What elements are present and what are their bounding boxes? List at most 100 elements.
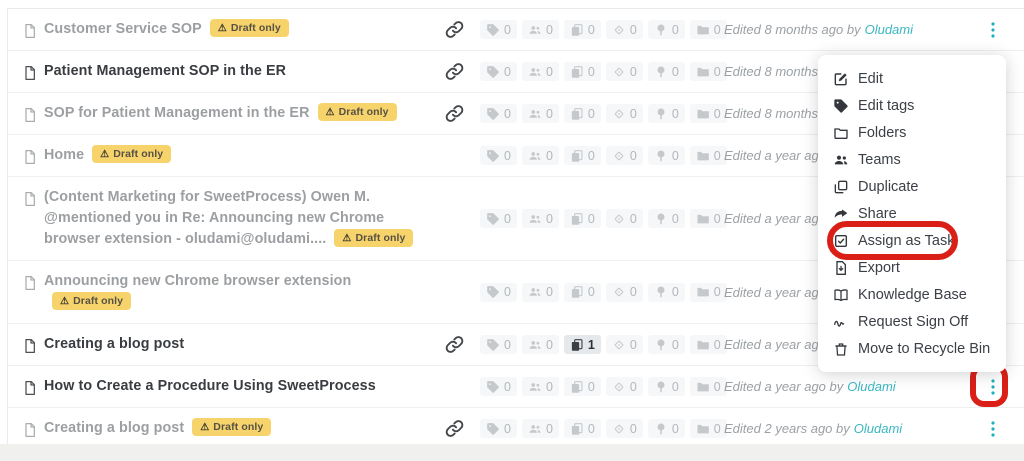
table-row: Creating a blog post ⚠ Draft only 0 0 0 0 … (8, 408, 1024, 444)
tree-count-badge: 0 (647, 146, 685, 165)
teams-icon (528, 65, 542, 79)
diamond-icon (612, 107, 626, 121)
tag-icon (486, 285, 500, 299)
tags-count-badge: 0 (480, 62, 517, 81)
document-icon (22, 337, 38, 355)
editor-name-link[interactable]: Oludami (847, 379, 896, 394)
menu-item-move-to-recycle-bin[interactable]: Move to Recycle Bin (818, 335, 1006, 362)
menu-item-request-sign-off[interactable]: Request Sign Off (818, 308, 1006, 335)
diamond-count-badge: 0 (605, 62, 643, 81)
document-title[interactable]: Creating a blog post (44, 336, 185, 352)
document-icon (22, 190, 38, 208)
diamond-icon (612, 23, 626, 37)
folder-icon (696, 65, 710, 79)
link-icon (445, 62, 464, 81)
menu-item-duplicate[interactable]: Duplicate (818, 173, 1006, 200)
menu-item-edit[interactable]: Edit (818, 65, 1006, 92)
warning-icon: ⚠ (325, 107, 335, 118)
warning-icon: ⚠ (200, 422, 210, 433)
tree-count-badge: 0 (647, 282, 685, 302)
row-actions-menu-button[interactable] (989, 21, 997, 39)
copies-count-badge: 1 (563, 335, 601, 354)
duplicate-icon (833, 179, 849, 195)
diamond-count-badge: 0 (605, 104, 643, 123)
folder-icon (696, 380, 710, 394)
teams-icon (528, 380, 542, 394)
tags-count-badge: 0 (480, 377, 517, 396)
copies-count-badge: 0 (563, 146, 601, 165)
page-bottom-background (0, 444, 1024, 461)
tree-icon (654, 285, 668, 299)
tree-count-badge: 0 (647, 335, 685, 354)
copies-icon (570, 149, 584, 163)
document-icon (22, 148, 38, 166)
document-icon (22, 379, 38, 397)
teams-icon (528, 285, 542, 299)
diamond-icon (612, 338, 626, 352)
folders-count-badge: 0 (689, 104, 727, 123)
folders-count-badge: 0 (689, 419, 727, 438)
copies-icon (570, 107, 584, 121)
copies-icon (570, 338, 584, 352)
link-icon (445, 419, 464, 438)
menu-item-teams[interactable]: Teams (818, 146, 1006, 173)
menu-item-assign-as-task[interactable]: Assign as Task (818, 227, 1006, 254)
table-row: (Content Marketing for SweetProcess) Owe… (8, 177, 1024, 261)
tag-icon (486, 107, 500, 121)
diamond-icon (612, 149, 626, 163)
copies-count-badge: 0 (563, 20, 601, 39)
tags-count-badge: 0 (480, 282, 517, 302)
document-title[interactable]: Home (44, 147, 85, 163)
documents-table: Customer Service SOP ⚠ Draft only 0 0 0 0 … (7, 8, 1024, 444)
copies-count-badge: 0 (563, 104, 601, 123)
folder-icon (696, 149, 710, 163)
tags-count-badge: 0 (480, 146, 517, 165)
document-title[interactable]: How to Create a Procedure Using SweetPro… (44, 378, 376, 394)
tags-count-badge: 0 (480, 209, 517, 228)
row-actions-menu-button[interactable] (989, 420, 997, 438)
edited-timestamp: Edited a year ago (724, 148, 826, 163)
teams-icon (528, 212, 542, 226)
document-title[interactable]: Creating a blog post (44, 420, 185, 436)
folder-icon (833, 125, 849, 141)
edited-timestamp: Edited 8 months ago by Oludami (724, 22, 914, 37)
teams-count-badge: 0 (521, 282, 559, 302)
tag-icon (486, 212, 500, 226)
menu-item-share[interactable]: Share (818, 200, 1006, 227)
share-icon (833, 206, 849, 222)
tag-icon (486, 422, 500, 436)
row-actions-menu-button[interactable] (989, 378, 997, 396)
document-icon (22, 421, 38, 439)
diamond-icon (612, 380, 626, 394)
editor-name-link[interactable]: Oludami (864, 22, 914, 37)
table-row: SOP for Patient Management in the ER ⚠ Dra… (8, 93, 1024, 135)
menu-item-folders[interactable]: Folders (818, 119, 1006, 146)
edited-timestamp: Edited 2 years ago by Oludami (724, 421, 903, 436)
document-title[interactable]: SOP for Patient Management in the ER (44, 105, 310, 121)
diamond-count-badge: 0 (605, 419, 643, 438)
document-title[interactable]: Announcing new Chrome browser extension (44, 273, 352, 289)
menu-item-export[interactable]: Export (818, 254, 1006, 281)
editor-name-link[interactable]: Oludami (853, 421, 903, 436)
tree-count-badge: 0 (647, 377, 685, 396)
document-icon (22, 22, 38, 40)
signature-icon (833, 314, 849, 330)
tree-count-badge: 0 (647, 104, 685, 123)
document-title[interactable]: (Content Marketing for SweetProcess) Owe… (44, 189, 385, 247)
document-title[interactable]: Patient Management SOP in the ER (44, 63, 287, 79)
document-title[interactable]: Customer Service SOP (44, 21, 202, 37)
tree-count-badge: 0 (647, 20, 685, 39)
tag-icon (486, 65, 500, 79)
draft-only-badge: ⚠ Draft only (317, 103, 397, 121)
folders-count-badge: 0 (689, 209, 727, 228)
tree-icon (654, 212, 668, 226)
copies-icon (570, 380, 584, 394)
menu-item-edit-tags[interactable]: Edit tags (818, 92, 1006, 119)
diamond-count-badge: 0 (605, 146, 643, 165)
copies-icon (570, 285, 584, 299)
diamond-icon (612, 65, 626, 79)
teams-icon (528, 23, 542, 37)
teams-count-badge: 0 (521, 377, 559, 396)
table-row: Announcing new Chrome browser extension ⚠… (8, 261, 1024, 324)
menu-item-knowledge-base[interactable]: Knowledge Base (818, 281, 1006, 308)
